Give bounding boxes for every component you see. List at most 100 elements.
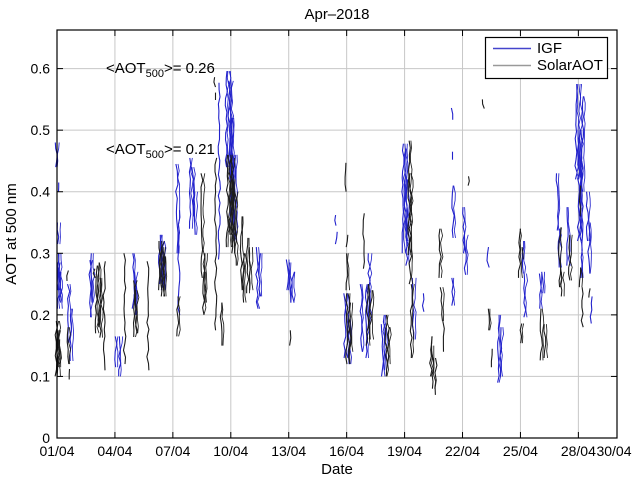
data-segment: [454, 186, 456, 238]
annotation-prefix: <AOT: [106, 60, 146, 77]
y-tick-label: 0.2: [31, 307, 51, 323]
data-segment: [464, 235, 466, 275]
data-segment: [581, 287, 583, 327]
data-segment: [93, 253, 95, 302]
annotation-subscript: 500: [146, 68, 164, 80]
series-solaraot: [55, 77, 590, 395]
x-tick-label: 22/04: [445, 443, 480, 459]
annotation-suffix: >= 0.21: [164, 141, 215, 158]
y-tick-label: 0.1: [31, 368, 51, 384]
data-segment: [468, 176, 469, 185]
data-segment: [443, 321, 445, 352]
data-segment: [542, 272, 544, 294]
data-segment: [120, 336, 122, 376]
data-segment: [589, 288, 590, 297]
y-tick-label: 0.6: [31, 61, 51, 77]
data-segment: [491, 349, 492, 368]
data-segment: [498, 315, 500, 383]
x-tick-label: 07/04: [155, 443, 190, 459]
x-tick-label: 13/04: [271, 443, 306, 459]
data-segment: [243, 253, 245, 302]
data-segment: [72, 309, 74, 361]
data-segment: [575, 84, 577, 179]
data-segment: [586, 192, 588, 241]
data-segment: [540, 309, 542, 361]
x-axis-label: Date: [321, 461, 353, 478]
annotation-prefix: <AOT: [106, 141, 146, 158]
y-tick-label: 0.3: [31, 245, 51, 261]
data-segment: [294, 272, 295, 303]
data-segment: [539, 274, 541, 309]
data-segment: [124, 253, 126, 364]
data-segment: [584, 96, 586, 191]
data-segment: [567, 207, 568, 266]
data-series: [55, 71, 592, 395]
x-tick-label: 04/04: [97, 443, 132, 459]
data-segment: [490, 309, 491, 331]
data-segment: [245, 253, 247, 302]
data-segment: [234, 192, 236, 266]
data-segment: [67, 271, 69, 282]
data-segment: [352, 303, 353, 352]
x-tick-label: 28/04: [561, 443, 596, 459]
data-segment: [482, 99, 484, 108]
y-tick-label: 0.4: [31, 184, 51, 200]
x-tick-label: 10/04: [213, 443, 248, 459]
data-segment: [345, 163, 346, 192]
data-segment: [101, 278, 103, 338]
legend: IGF SolarAOT: [486, 38, 608, 79]
data-segment: [201, 173, 203, 278]
data-segment: [117, 336, 118, 367]
annotation-suffix: >= 0.26: [164, 60, 215, 77]
x-tick-label: 30/04: [596, 443, 631, 459]
annotation-solaraot-mean: <AOT500>= 0.21: [106, 141, 215, 161]
data-segment: [194, 192, 195, 235]
data-segment: [487, 247, 489, 267]
data-segment: [218, 83, 220, 260]
data-segment: [344, 293, 346, 358]
data-segment: [247, 238, 249, 293]
x-tick-label: 19/04: [387, 443, 422, 459]
data-segment: [67, 327, 69, 364]
data-segment: [443, 287, 444, 321]
data-segment: [363, 213, 365, 268]
data-segment: [546, 324, 547, 358]
chart-title: Apr–2018: [304, 6, 369, 23]
x-tick-label: 16/04: [329, 443, 364, 459]
data-segment: [203, 272, 205, 315]
data-segment: [590, 296, 592, 323]
data-segment: [360, 284, 362, 352]
data-segment: [147, 261, 149, 370]
data-segment: [563, 272, 565, 297]
annotation-subscript: 500: [146, 149, 164, 161]
y-tick-label: 0: [42, 430, 50, 446]
data-segment: [206, 253, 208, 302]
data-segment: [366, 284, 368, 358]
data-segment: [452, 278, 453, 306]
data-segment: [579, 268, 580, 288]
data-segment: [60, 223, 61, 245]
data-segment: [542, 309, 544, 361]
data-segment: [225, 71, 227, 167]
data-segment: [389, 327, 391, 364]
legend-label-igf: IGF: [537, 40, 562, 57]
data-segment: [290, 330, 291, 345]
legend-label-solaraot: SolarAOT: [537, 57, 603, 74]
y-axis-label: AOT at 500 nm: [3, 183, 20, 284]
data-segment: [570, 235, 572, 281]
data-segment: [544, 272, 545, 294]
data-segment: [261, 253, 262, 296]
data-segment: [501, 327, 503, 376]
data-segment: [544, 324, 546, 358]
data-segment: [178, 296, 180, 336]
data-segment: [588, 223, 590, 274]
data-segment: [453, 278, 454, 306]
data-segment: [215, 158, 217, 330]
data-segment: [522, 324, 523, 344]
data-segment: [488, 309, 489, 331]
data-segment: [220, 303, 222, 346]
x-tick-label: 25/04: [503, 443, 538, 459]
